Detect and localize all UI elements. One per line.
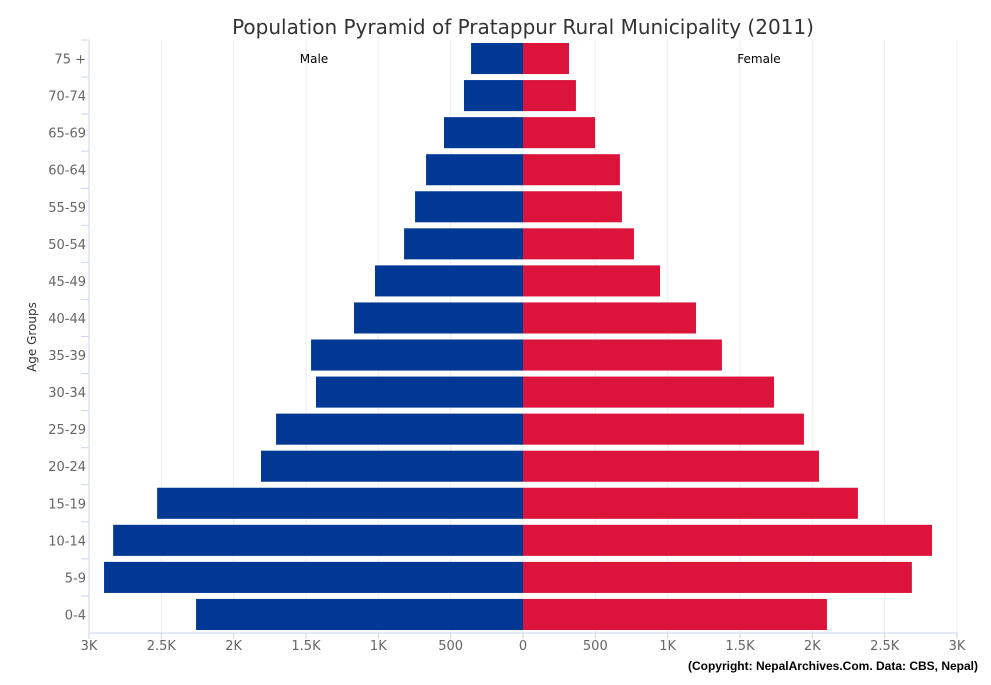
bar-male-20-24	[261, 450, 523, 482]
y-tick-label: 35-39	[48, 349, 86, 364]
bar-female-70-74	[523, 80, 576, 112]
y-tick-label: 70-74	[48, 90, 86, 105]
bar-female-45-49	[523, 265, 660, 297]
bars	[104, 43, 932, 630]
y-tick-label: 65-69	[48, 127, 86, 142]
bar-female-0-4	[523, 598, 827, 630]
bar-female-40-44	[523, 302, 697, 334]
y-axis-title: Age Groups	[25, 302, 39, 372]
bar-male-35-39	[311, 339, 523, 371]
y-tick-label: 40-44	[48, 312, 86, 327]
y-tick-label: 50-54	[48, 238, 86, 253]
bar-male-10-14	[113, 524, 523, 556]
bar-female-35-39	[523, 339, 722, 371]
bar-male-30-34	[315, 376, 523, 408]
x-tick-label: 500	[438, 639, 463, 654]
x-tick-label: 1.5K	[291, 639, 321, 654]
x-tick-label: 2.5K	[147, 639, 177, 654]
bar-female-15-19	[523, 487, 858, 519]
y-tick-label: 75 +	[54, 53, 86, 68]
bar-male-70-74	[463, 80, 523, 112]
bar-female-55-59	[523, 191, 622, 223]
bar-male-5-9	[104, 561, 523, 593]
x-tick-label: 3K	[81, 639, 98, 654]
y-tick-label: 0-4	[65, 608, 86, 623]
bar-male-60-64	[426, 154, 523, 186]
series-label-female: Female	[737, 52, 780, 66]
bar-male-55-59	[415, 191, 523, 223]
bar-female-75	[523, 43, 570, 75]
bar-male-75	[471, 43, 523, 75]
y-tick-label: 55-59	[48, 201, 86, 216]
x-tick-label: 2.5K	[870, 639, 900, 654]
series-labels: Male Female	[300, 52, 781, 66]
x-tick-label: 0	[519, 639, 527, 654]
bar-male-65-69	[444, 117, 523, 149]
x-tick-label: 2K	[804, 639, 821, 654]
y-tick-label: 25-29	[48, 423, 86, 438]
bar-male-40-44	[354, 302, 523, 334]
bar-female-20-24	[523, 450, 819, 482]
chart-title: Population Pyramid of Pratappur Rural Mu…	[232, 15, 814, 39]
y-tick-label: 10-14	[48, 534, 86, 549]
y-tick-label: 15-19	[48, 497, 86, 512]
bar-male-15-19	[157, 487, 523, 519]
series-label-male: Male	[300, 52, 328, 66]
y-axis-labels: 75 + 70-74 65-69 60-64 55-59 50-54 45-49 40-44 3…	[48, 53, 86, 624]
bar-female-30-34	[523, 376, 774, 408]
bar-male-0-4	[196, 598, 523, 630]
y-tick-label: 60-64	[48, 164, 86, 179]
bar-female-65-69	[523, 117, 596, 149]
bar-female-10-14	[523, 524, 932, 556]
bar-female-60-64	[523, 154, 620, 186]
x-axis-labels: 3K 2.5K 2K 1.5K 1K 500 0 500 1K 1.5K 2K 2.5K 3K	[81, 639, 966, 654]
x-tick-label: 500	[583, 639, 608, 654]
bar-female-50-54	[523, 228, 634, 260]
bar-male-50-54	[404, 228, 523, 260]
bar-female-25-29	[523, 413, 804, 445]
bar-male-45-49	[375, 265, 523, 297]
x-tick-label: 3K	[949, 639, 966, 654]
bar-male-25-29	[276, 413, 523, 445]
x-tick-label: 1K	[659, 639, 676, 654]
y-tick-label: 5-9	[65, 571, 86, 586]
y-tick-label: 30-34	[48, 386, 86, 401]
y-tick-label: 45-49	[48, 275, 86, 290]
credit-text: (Copyright: NepalArchives.Com. Data: CBS…	[688, 659, 978, 673]
bar-female-5-9	[523, 561, 912, 593]
x-tick-label: 1K	[370, 639, 387, 654]
x-tick-label: 2K	[225, 639, 242, 654]
y-tick-label: 20-24	[48, 460, 86, 475]
x-tick-label: 1.5K	[725, 639, 755, 654]
